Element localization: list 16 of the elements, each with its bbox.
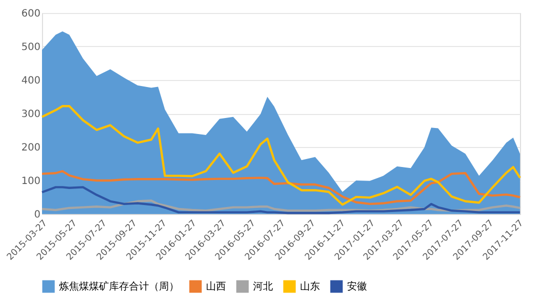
y-tick-label: 600 xyxy=(21,8,40,20)
y-tick-label: 0 xyxy=(34,210,40,220)
legend-label: 炼焦煤煤矿库存合计（周） xyxy=(59,280,179,293)
line-series xyxy=(40,186,522,214)
y-tick-label: 100 xyxy=(21,176,40,187)
line-series xyxy=(40,200,522,212)
y-tick-label: 300 xyxy=(21,109,40,120)
legend-label: 河北 xyxy=(253,280,273,293)
line-series xyxy=(40,105,522,206)
y-tick-label: 400 xyxy=(21,76,40,86)
legend-label: 安徽 xyxy=(347,280,367,293)
legend-label: 山西 xyxy=(206,280,226,293)
line-series xyxy=(40,170,522,206)
y-tick-label: 500 xyxy=(21,42,40,53)
legend-label: 山东 xyxy=(300,280,320,293)
y-tick-label: 200 xyxy=(21,142,40,154)
